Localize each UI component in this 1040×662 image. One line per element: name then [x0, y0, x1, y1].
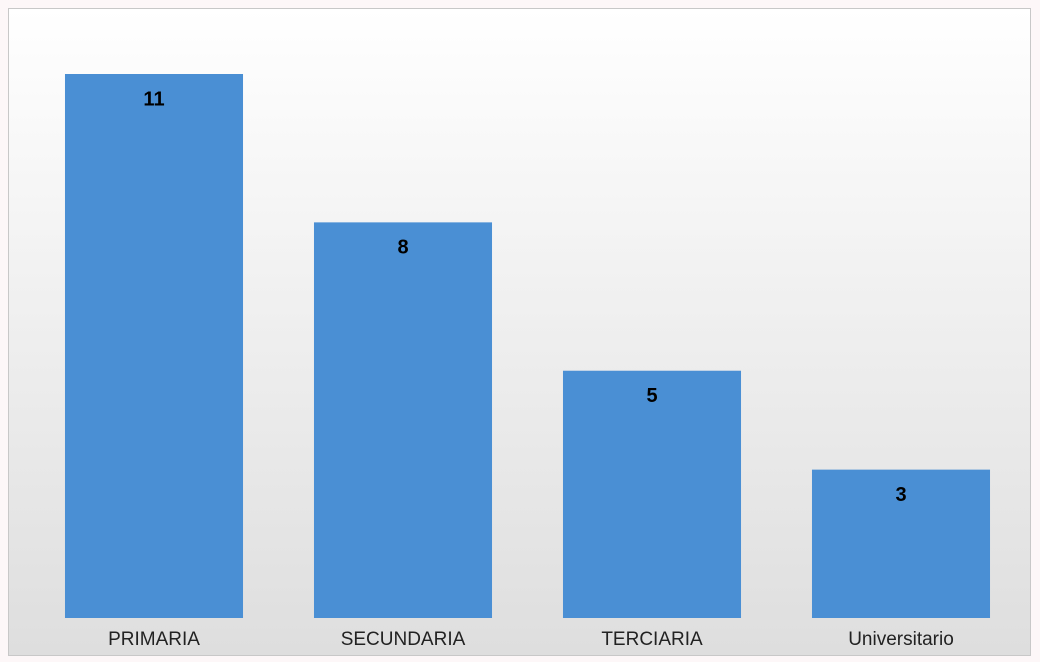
bar	[313, 222, 493, 618]
value-label: 5	[646, 385, 657, 407]
value-label: 3	[895, 484, 906, 506]
bar	[562, 370, 742, 618]
value-label: 11	[143, 88, 164, 110]
x-tick-label: PRIMARIA	[108, 629, 200, 650]
x-tick-label: SECUNDARIA	[341, 629, 466, 650]
bar	[811, 469, 991, 618]
value-label: 8	[397, 237, 408, 259]
bar	[64, 74, 244, 618]
x-tick-label: TERCIARIA	[601, 629, 703, 650]
x-tick-label: Universitario	[848, 629, 954, 650]
